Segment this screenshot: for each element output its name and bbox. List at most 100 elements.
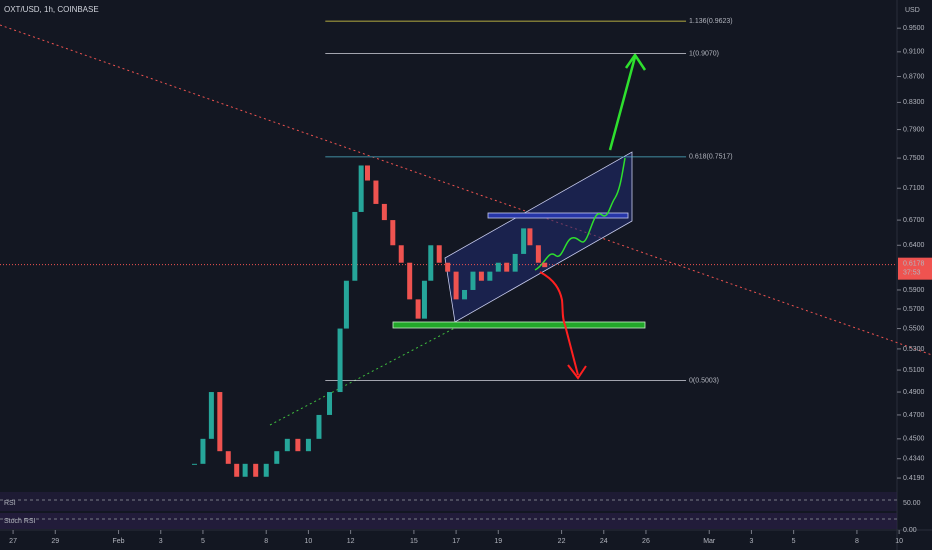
x-tick-label: 27 [9,538,17,545]
stoch-rsi-pane [0,513,897,529]
candle [542,262,548,268]
candle [200,438,206,464]
x-tick-label: 3 [749,538,753,545]
x-tick-label: 19 [494,538,502,545]
candle [263,463,269,477]
candle [208,392,214,439]
candle [478,271,484,281]
x-tick-label: 24 [600,538,608,545]
candle [407,262,413,300]
y-tick-label: 0.6700 [903,217,925,224]
indicator-level: 0.00 [903,527,917,534]
candle [242,463,248,477]
y-tick-label: 0.7100 [903,185,925,192]
y-tick-label: 0.9500 [903,25,925,32]
candle [343,280,349,329]
candle [470,271,476,290]
x-tick-label: 5 [201,538,205,545]
candle [337,328,343,393]
x-tick-label: Mar [703,538,716,545]
candle [234,463,240,477]
candle [415,299,421,319]
rsi-pane [0,492,897,511]
x-tick-label: 5 [792,538,796,545]
indicator-label: RSI [4,500,16,507]
indicator-label: Stoch RSI [4,518,36,525]
candle [453,271,459,300]
x-tick-label: 29 [51,538,59,545]
candle [305,438,311,452]
fib-label: 1.136(0.9623) [689,18,733,25]
candle [521,228,527,254]
x-tick-label: 8 [855,538,859,545]
x-tick-label: 17 [452,538,460,545]
x-tick-label: 10 [895,538,903,545]
candle [428,245,434,281]
countdown: 37:53 [903,270,921,277]
fib-label: 0.618(0.7517) [689,154,733,161]
x-tick-label: 15 [410,538,418,545]
candle [390,220,396,246]
candle [462,289,468,300]
y-tick-label: 0.8300 [903,99,925,106]
candle [192,463,198,465]
candle [225,451,231,464]
candle [504,262,510,272]
candle [487,271,493,281]
x-tick-label: 12 [347,538,355,545]
last-price-tag [898,257,932,280]
candle [512,253,518,272]
y-tick-label: 0.5700 [903,306,925,313]
x-tick-label: 10 [305,538,313,545]
y-tick-label: 0.6400 [903,242,925,249]
y-tick-label: 0.7900 [903,126,925,133]
y-tick-label: 0.4900 [903,389,925,396]
y-tick-label: 0.5300 [903,346,925,353]
candle [381,203,387,221]
candle [398,245,404,263]
candle [527,228,533,246]
candle [421,280,427,319]
x-tick-label: Feb [113,538,125,545]
fib-label: 0(0.5003) [689,377,719,384]
y-tick-label: 0.5500 [903,325,925,332]
candle [217,392,223,452]
y-tick-label: 0.9100 [903,49,925,56]
resistance-zone [487,212,629,219]
candle [316,414,322,439]
candle [445,262,451,272]
candle [253,463,259,477]
candle [373,180,379,204]
bearish-arrow [539,271,587,380]
candle [352,211,358,281]
candle [327,392,333,415]
bullish-arrow [608,52,647,151]
candle [436,245,442,263]
y-tick-label: 0.4700 [903,412,925,419]
y-tick-label: 0.5900 [903,287,925,294]
bullish-path [534,157,626,271]
x-tick-label: 26 [642,538,650,545]
support-zone [392,321,646,329]
candle [284,438,290,452]
y-tick-label: 0.8700 [903,73,925,80]
candle [364,165,370,181]
y-tick-label: 0.7500 [903,155,925,162]
x-tick-label: 22 [558,538,566,545]
y-tick-label: 0.4190 [903,475,925,482]
last-price-label: 0.6178 [903,261,925,268]
candle [495,262,501,272]
y-tick-label: 0.4500 [903,436,925,443]
fib-label: 1(0.9070) [689,50,719,57]
currency: USD [905,7,920,14]
y-tick-label: 0.5100 [903,367,925,374]
symbol: OXT/USD, 1h, COINBASE [4,5,99,14]
x-tick-label: 3 [159,538,163,545]
candle [535,245,541,263]
candle [295,438,301,452]
indicator-level: 50.00 [903,500,921,507]
candle [274,451,280,464]
y-tick-label: 0.4340 [903,456,925,463]
candle [358,165,364,212]
